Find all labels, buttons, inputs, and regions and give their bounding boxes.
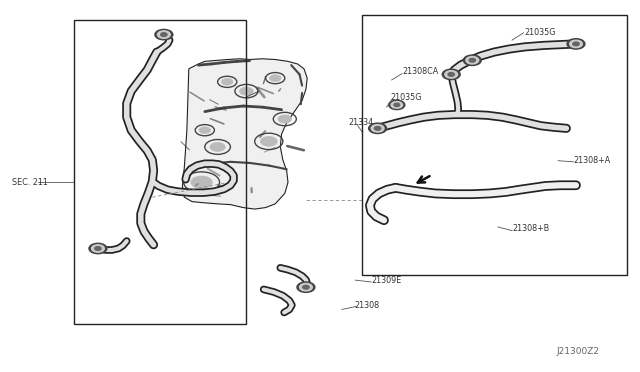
Circle shape — [442, 69, 460, 80]
Circle shape — [278, 115, 292, 123]
Circle shape — [469, 58, 476, 62]
Circle shape — [303, 285, 309, 289]
Text: 21309E: 21309E — [371, 276, 401, 285]
Text: 21035G: 21035G — [390, 93, 422, 102]
Bar — [362, 15, 627, 275]
Circle shape — [239, 87, 253, 95]
Circle shape — [157, 31, 170, 38]
Circle shape — [394, 103, 400, 106]
Circle shape — [191, 176, 212, 189]
Circle shape — [300, 283, 312, 291]
Text: J21300Z2: J21300Z2 — [557, 347, 600, 356]
Text: 21308+B: 21308+B — [512, 224, 549, 233]
Circle shape — [466, 57, 479, 64]
Circle shape — [463, 55, 481, 65]
Circle shape — [388, 100, 405, 110]
Circle shape — [210, 142, 225, 151]
Circle shape — [570, 40, 582, 48]
Circle shape — [92, 245, 104, 252]
Text: 21308CA: 21308CA — [402, 67, 438, 76]
Text: 21308+A: 21308+A — [573, 156, 611, 165]
Text: 21035G: 21035G — [525, 28, 556, 37]
Circle shape — [567, 39, 585, 49]
Circle shape — [161, 33, 167, 36]
Polygon shape — [182, 59, 307, 209]
Circle shape — [369, 123, 387, 134]
Text: 21334: 21334 — [349, 118, 374, 126]
Circle shape — [448, 73, 454, 76]
Circle shape — [374, 126, 381, 130]
Circle shape — [269, 75, 281, 81]
Circle shape — [89, 243, 107, 254]
Circle shape — [371, 125, 384, 132]
Circle shape — [199, 127, 211, 134]
Bar — [74, 20, 246, 324]
Circle shape — [297, 282, 315, 292]
Circle shape — [391, 102, 403, 108]
Circle shape — [260, 137, 277, 146]
Circle shape — [221, 78, 233, 85]
Circle shape — [95, 247, 101, 250]
Circle shape — [155, 29, 173, 40]
Text: SEC. 211: SEC. 211 — [12, 178, 47, 187]
Circle shape — [445, 71, 458, 78]
Circle shape — [573, 42, 579, 46]
Text: 21308: 21308 — [355, 301, 380, 310]
